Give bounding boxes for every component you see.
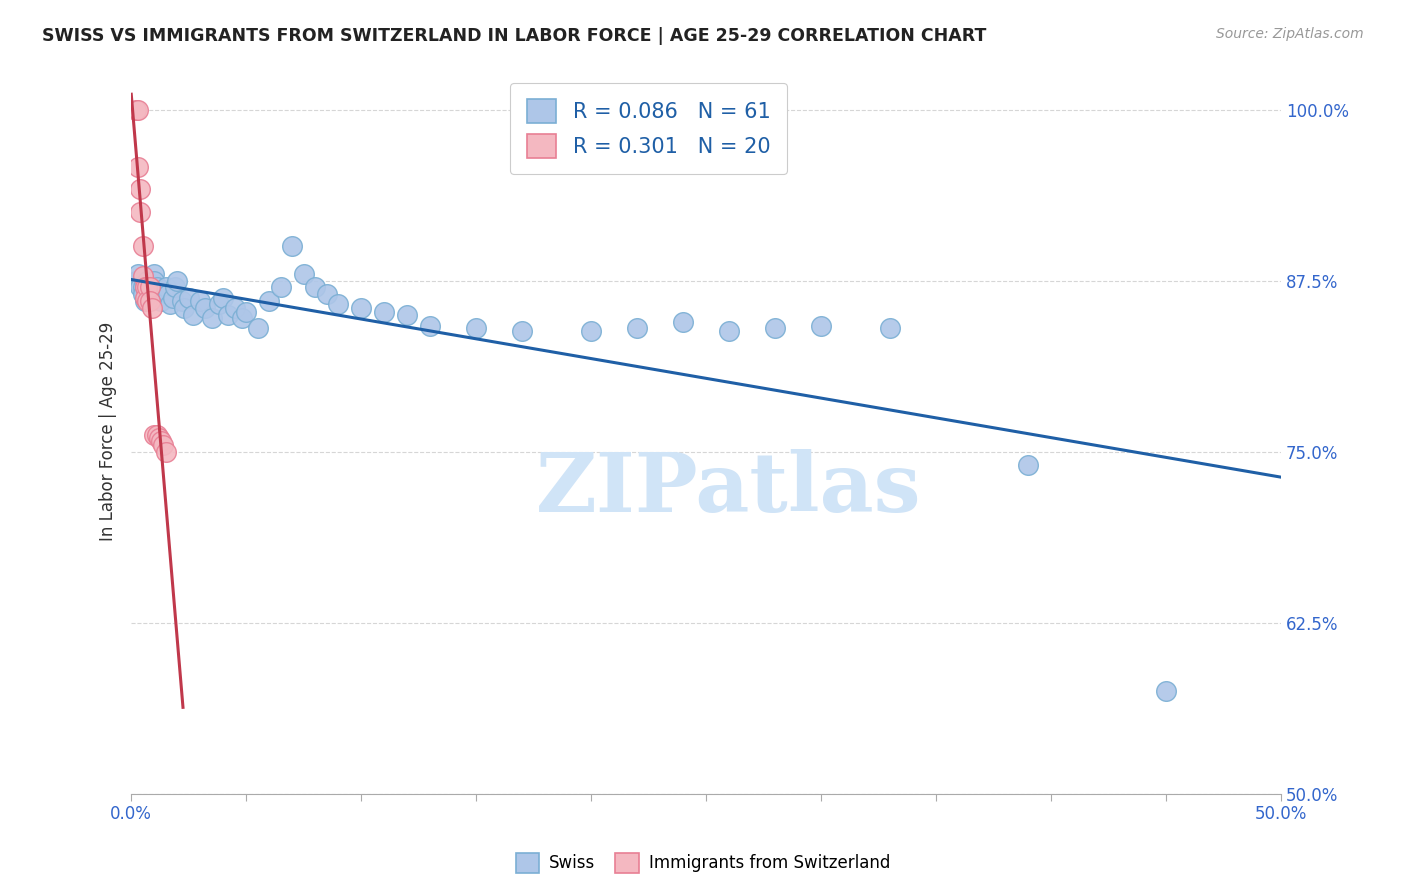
Point bbox=[145, 280, 167, 294]
Point bbox=[212, 292, 235, 306]
Point bbox=[136, 283, 159, 297]
Point bbox=[132, 269, 155, 284]
Point bbox=[579, 324, 602, 338]
Point bbox=[141, 301, 163, 315]
Point bbox=[163, 280, 186, 294]
Point bbox=[148, 287, 170, 301]
Point bbox=[129, 205, 152, 219]
Legend: Swiss, Immigrants from Switzerland: Swiss, Immigrants from Switzerland bbox=[509, 847, 897, 880]
Point bbox=[127, 103, 149, 117]
Point bbox=[145, 428, 167, 442]
Point bbox=[465, 321, 488, 335]
Point bbox=[672, 315, 695, 329]
Point bbox=[194, 301, 217, 315]
Point bbox=[763, 321, 786, 335]
Point bbox=[396, 308, 419, 322]
Point bbox=[127, 160, 149, 174]
Point bbox=[173, 301, 195, 315]
Point bbox=[207, 297, 229, 311]
Point bbox=[148, 431, 170, 445]
Point bbox=[152, 283, 174, 297]
Point bbox=[350, 301, 373, 315]
Point bbox=[136, 294, 159, 309]
Point bbox=[224, 301, 246, 315]
Point bbox=[138, 280, 160, 294]
Point bbox=[1017, 458, 1039, 473]
Point bbox=[328, 297, 350, 311]
Point bbox=[150, 294, 173, 309]
Point bbox=[150, 434, 173, 448]
Point bbox=[143, 428, 166, 442]
Point bbox=[155, 280, 177, 294]
Point bbox=[138, 294, 160, 309]
Point bbox=[141, 287, 163, 301]
Y-axis label: In Labor Force | Age 25-29: In Labor Force | Age 25-29 bbox=[100, 321, 117, 541]
Point bbox=[257, 294, 280, 309]
Point bbox=[143, 274, 166, 288]
Point bbox=[127, 267, 149, 281]
Point bbox=[132, 239, 155, 253]
Point bbox=[129, 182, 152, 196]
Text: Source: ZipAtlas.com: Source: ZipAtlas.com bbox=[1216, 27, 1364, 41]
Point bbox=[315, 287, 337, 301]
Point bbox=[134, 294, 156, 309]
Point bbox=[177, 292, 200, 306]
Text: SWISS VS IMMIGRANTS FROM SWITZERLAND IN LABOR FORCE | AGE 25-29 CORRELATION CHAR: SWISS VS IMMIGRANTS FROM SWITZERLAND IN … bbox=[42, 27, 987, 45]
Point bbox=[183, 308, 205, 322]
Point bbox=[235, 305, 257, 319]
Point bbox=[134, 292, 156, 306]
Point bbox=[718, 324, 741, 338]
Point bbox=[134, 280, 156, 294]
Point bbox=[879, 321, 901, 335]
Legend: R = 0.086   N = 61, R = 0.301   N = 20: R = 0.086 N = 61, R = 0.301 N = 20 bbox=[510, 83, 787, 175]
Point bbox=[166, 274, 188, 288]
Point bbox=[125, 274, 148, 288]
Point bbox=[138, 280, 160, 294]
Text: ZIPatlas: ZIPatlas bbox=[536, 449, 922, 529]
Point bbox=[132, 280, 155, 294]
Point bbox=[217, 308, 239, 322]
Point bbox=[155, 444, 177, 458]
Point bbox=[246, 321, 269, 335]
Point bbox=[270, 280, 292, 294]
Point bbox=[201, 310, 224, 325]
Point bbox=[510, 324, 533, 338]
Point bbox=[138, 292, 160, 306]
Point bbox=[373, 305, 395, 319]
Point bbox=[304, 280, 326, 294]
Point bbox=[136, 280, 159, 294]
Point bbox=[132, 287, 155, 301]
Point bbox=[143, 267, 166, 281]
Point bbox=[136, 274, 159, 288]
Point bbox=[141, 277, 163, 292]
Point bbox=[170, 294, 193, 309]
Point bbox=[157, 287, 180, 301]
Point bbox=[626, 321, 648, 335]
Point bbox=[152, 438, 174, 452]
Point bbox=[125, 103, 148, 117]
Point bbox=[231, 310, 253, 325]
Point bbox=[281, 239, 304, 253]
Point bbox=[129, 280, 152, 294]
Point bbox=[292, 267, 315, 281]
Point bbox=[162, 292, 184, 306]
Point bbox=[159, 297, 181, 311]
Point bbox=[134, 280, 156, 294]
Point bbox=[810, 318, 832, 333]
Point bbox=[419, 318, 441, 333]
Point bbox=[188, 294, 211, 309]
Point bbox=[1154, 684, 1177, 698]
